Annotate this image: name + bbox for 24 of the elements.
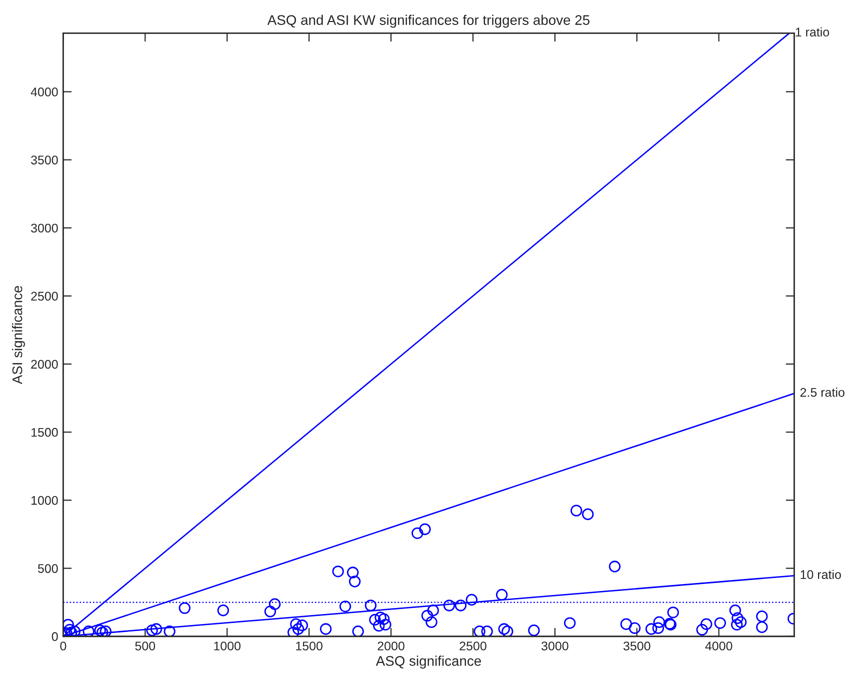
series-label: 2.5 ratio <box>800 388 844 397</box>
y-tick-label: 3500 <box>31 156 58 164</box>
y-tick-label: 1500 <box>31 428 58 437</box>
series-label: 10 ratio <box>800 570 841 580</box>
y-tick-label: 500 <box>38 564 58 573</box>
y-tick-label: 0 <box>52 632 58 642</box>
chart-title: ASQ and ASI KW significances for triggers above 25 <box>267 14 590 28</box>
x-tick-label: 1500 <box>296 642 322 650</box>
y-axis-title: ASI significance <box>12 286 25 384</box>
y-tick-label: 4000 <box>30 88 58 96</box>
y-tick-label: 2000 <box>31 360 58 369</box>
y-tick-label: 3000 <box>31 224 58 233</box>
x-tick-label: 3500 <box>623 642 650 650</box>
x-tick-label: 2000 <box>378 642 404 650</box>
x-tick-label: 500 <box>135 642 156 650</box>
x-tick-label: 4000 <box>705 642 732 650</box>
x-tick-label: 1000 <box>214 642 241 650</box>
y-tick-label: 1000 <box>31 496 58 505</box>
x-tick-label: 0 <box>60 642 66 650</box>
series-label: 1 ratio <box>796 27 830 37</box>
y-tick-label: 2500 <box>31 292 58 301</box>
x-tick-label: 2500 <box>460 642 486 650</box>
x-tick-label: 3000 <box>541 642 568 650</box>
x-axis-title: ASQ significance <box>376 656 481 669</box>
